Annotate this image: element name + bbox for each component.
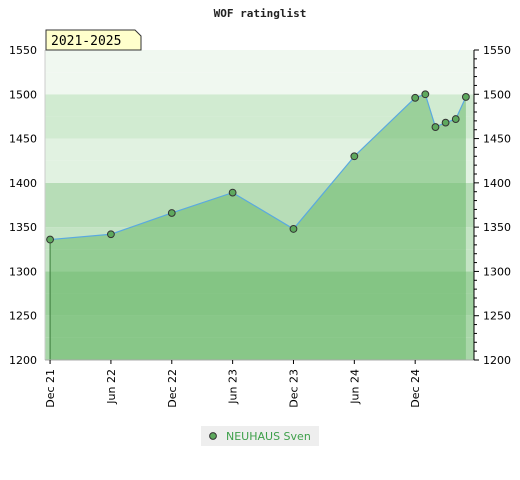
y-tick-label-right: 1300 <box>483 265 511 278</box>
y-tick-label-right: 1450 <box>483 133 511 146</box>
y-tick-label-left: 1550 <box>9 44 37 57</box>
legend-label: NEUHAUS Sven <box>226 430 311 443</box>
data-point <box>411 93 420 102</box>
background-band <box>45 94 474 117</box>
y-tick-label-right: 1400 <box>483 177 511 190</box>
y-tick-label-right: 1350 <box>483 221 511 234</box>
period-label: 2021-2025 <box>51 34 121 49</box>
x-tick-label: Dec 21 <box>44 369 57 408</box>
area-fill <box>50 94 466 361</box>
background-band <box>45 72 474 95</box>
data-point <box>431 123 440 131</box>
y-tick-label-right: 1550 <box>483 44 511 57</box>
data-point <box>107 230 115 239</box>
data-point <box>167 209 176 217</box>
data-point <box>289 225 298 233</box>
x-axis-labels: Dec 21 Jun 22 Dec 22 Jun 23 Dec 23 Jun 24 Dec … <box>44 369 422 408</box>
data-point <box>461 93 470 101</box>
legend-box <box>201 426 319 446</box>
background-band <box>45 116 474 139</box>
data-point <box>441 118 450 127</box>
x-tick-label: Jun 22 <box>105 369 118 405</box>
period-badge: 2021-2025 <box>45 29 142 51</box>
x-tick-label: Dec 22 <box>166 369 179 408</box>
y-tick-label-left: 1300 <box>9 265 37 278</box>
y-tick-label-left: 1450 <box>9 133 37 146</box>
data-point <box>451 115 460 123</box>
data-point <box>350 152 359 161</box>
y-tick-label-right: 1500 <box>483 88 511 101</box>
axes <box>44 49 479 364</box>
x-tick-label: Jun 24 <box>348 369 361 405</box>
y-axis-left-labels: 1200 1250 1300 1350 1400 1450 1500 1550 <box>9 44 37 367</box>
y-tick-label-left: 1250 <box>9 310 37 323</box>
x-tick-label: Dec 24 <box>409 369 422 408</box>
data-point <box>46 235 54 244</box>
y-tick-label-left: 1350 <box>9 221 37 234</box>
series-markers <box>46 90 470 244</box>
y-axis-right-labels: 1200 1250 1300 1350 1400 1450 1500 1550 <box>483 44 511 367</box>
x-tick-label: Dec 23 <box>287 369 300 408</box>
y-tick-label-right: 1200 <box>483 354 511 367</box>
data-point <box>228 188 237 197</box>
legend-marker <box>209 432 217 440</box>
chart-title: WOF ratinglist <box>214 7 307 20</box>
y-tick-label-left: 1200 <box>9 354 37 367</box>
x-tick-label: Jun 23 <box>227 369 240 405</box>
y-tick-label-left: 1500 <box>9 88 37 101</box>
y-tick-label-left: 1400 <box>9 177 37 190</box>
series-area <box>50 94 466 361</box>
period-badge-shape <box>45 29 142 51</box>
y-tick-label-right: 1250 <box>483 310 511 323</box>
data-point <box>421 90 430 99</box>
legend: NEUHAUS Sven <box>201 426 319 446</box>
background-band <box>45 50 474 73</box>
